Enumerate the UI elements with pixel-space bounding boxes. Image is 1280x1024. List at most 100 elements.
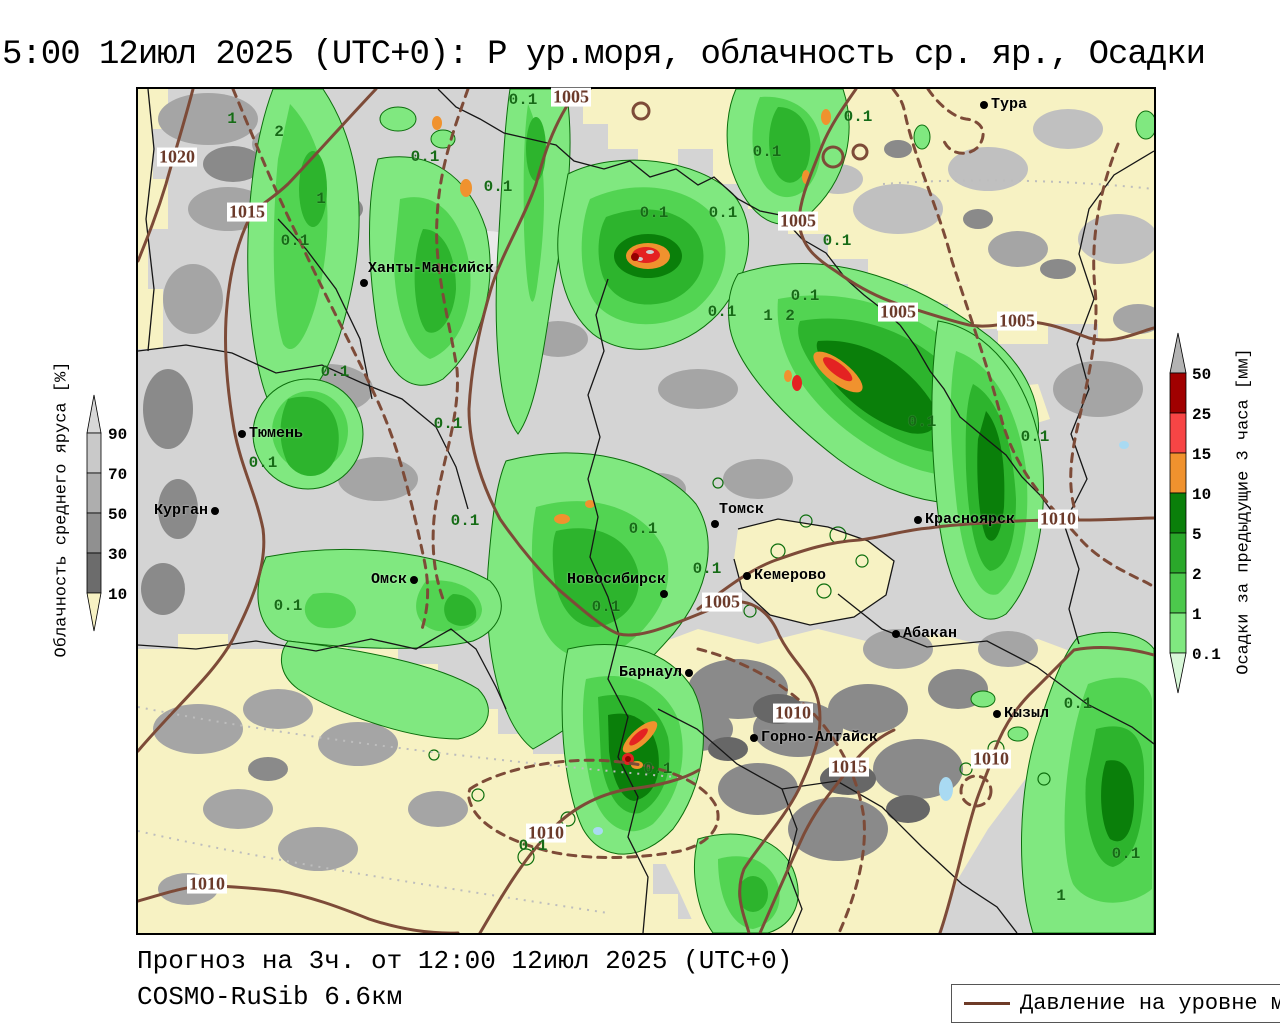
colorbar-tick: 50 bbox=[1192, 366, 1211, 384]
colorbar-bottom-arrow bbox=[86, 592, 102, 632]
city-label-томск: Томск bbox=[719, 501, 765, 518]
colorbar-tick: 15 bbox=[1192, 446, 1211, 464]
colorbar-tick: 0.1 bbox=[1192, 646, 1221, 664]
precip-contour-label: 0.1 bbox=[433, 415, 463, 433]
precip-contour-label: 0.1 bbox=[1063, 695, 1093, 713]
colorbar-tick: 10 bbox=[1192, 486, 1211, 504]
city-label-омск: Омск bbox=[370, 571, 407, 588]
city-label-горно-алтайск: Горно-Алтайск bbox=[761, 729, 879, 746]
city-label-ханты-мансийск: Ханты-Мансийск bbox=[368, 260, 495, 277]
pressure-label: 1010 bbox=[773, 702, 813, 723]
city-label-тюмень: Тюмень bbox=[249, 425, 304, 442]
colorbar-tick: 25 bbox=[1192, 406, 1211, 424]
colorbar-segment bbox=[1169, 492, 1187, 534]
city-dot bbox=[660, 590, 668, 598]
precip-contour-label: 0.1 bbox=[907, 413, 937, 431]
pressure-label: 1005 bbox=[702, 591, 742, 612]
precip-contour-label: 0.1 bbox=[483, 178, 513, 196]
city-dot bbox=[410, 576, 418, 584]
precip-contour-label: 0.1 bbox=[1111, 845, 1141, 863]
cloud-patch-layer bbox=[141, 93, 1154, 905]
cloudiness-colorbar-title: Облачность среднего яруса [%] bbox=[52, 361, 72, 658]
precip-contour-label: 0.1 bbox=[692, 560, 722, 578]
colorbar-segment bbox=[86, 512, 102, 554]
cloudiness-colorbar-scale: 90 70 50 30 10 bbox=[86, 394, 127, 632]
precip-contour-label: 0.1 bbox=[752, 143, 782, 161]
precip-contour-label: 1 bbox=[227, 110, 237, 128]
model-info: COSMO-RuSib 6.6км bbox=[137, 982, 403, 1012]
colorbar-segment bbox=[86, 472, 102, 514]
city-label-тура: Тура bbox=[991, 96, 1028, 113]
city-label-новосибирск: Новосибирск bbox=[566, 571, 666, 588]
precip-contour-label: 0.1 bbox=[518, 837, 548, 855]
pressure-label: 1010 bbox=[187, 873, 227, 894]
city-dot bbox=[211, 507, 219, 515]
precip-contour-label: 0.1 bbox=[822, 232, 852, 250]
precip-contour-label: 0.1 bbox=[708, 204, 738, 222]
pressure-label: 1005 bbox=[778, 210, 818, 231]
colorbar-tick: 5 bbox=[1192, 526, 1202, 544]
map-art bbox=[138, 89, 1154, 933]
lakes-layer bbox=[593, 441, 1129, 835]
colorbar-segment bbox=[1169, 532, 1187, 574]
precip-contour-label: 0.1 bbox=[320, 363, 350, 381]
precip-contour-label: 0.1 bbox=[707, 303, 737, 321]
city-label-абакан: Абакан bbox=[903, 625, 958, 642]
precip-contour-label: 1 bbox=[763, 307, 773, 325]
forecast-info: Прогноз на 3ч. от 12:00 12июл 2025 (UTC+… bbox=[137, 946, 793, 976]
isobar-line-sample bbox=[964, 1002, 1010, 1005]
pressure-label: 1005 bbox=[551, 86, 591, 107]
cloudiness-colorbar: 90 70 50 30 10 bbox=[76, 393, 146, 643]
city-dot bbox=[743, 572, 751, 580]
page-title: 5:00 12июл 2025 (UTC+0): P ур.моря, обла… bbox=[2, 36, 1206, 74]
map-overlay: 1020 1015 1005 1005 1005 1005 1010 1005 1010 1015… bbox=[138, 86, 1154, 933]
precip-contour-label: 2 bbox=[274, 123, 284, 141]
city-label-красноярск: Красноярск bbox=[925, 511, 1016, 528]
pressure-label: 1010 bbox=[971, 748, 1011, 769]
city-dot bbox=[892, 630, 900, 638]
graticule-layer bbox=[138, 179, 1154, 914]
colorbar-top-arrow bbox=[86, 394, 102, 434]
pressure-label: 1015 bbox=[829, 756, 869, 777]
precip-contour-label: 0.1 bbox=[628, 520, 658, 538]
precip-contour-label: 0.1 bbox=[790, 287, 820, 305]
pressure-legend: Давление на уровне моря bbox=[951, 984, 1280, 1023]
colorbar-segment bbox=[1169, 412, 1187, 454]
city-label-кемерово: Кемерово bbox=[754, 567, 827, 584]
city-dot bbox=[685, 669, 693, 677]
precip-contour-label: 0.1 bbox=[639, 204, 669, 222]
precip-contour-label: 0.1 bbox=[280, 232, 310, 250]
city-label-кызыл: Кызыл bbox=[1004, 705, 1050, 722]
colorbar-segment bbox=[1169, 572, 1187, 614]
pressure-label: 1010 bbox=[526, 822, 566, 843]
isobars-layer bbox=[138, 89, 1154, 933]
colorbar-tick: 1 bbox=[1192, 606, 1202, 624]
precipitation-colorbar-scale: 50 25 15 10 5 2 1 0.1 bbox=[1169, 332, 1221, 694]
colorbar-segment bbox=[86, 432, 102, 474]
city-dot bbox=[711, 520, 719, 528]
colorbar-tick: 30 bbox=[108, 546, 127, 564]
forecast-map: 1020 1015 1005 1005 1005 1005 1010 1005 1010 1015… bbox=[136, 87, 1156, 935]
city-dot bbox=[238, 430, 246, 438]
city-dot bbox=[360, 279, 368, 287]
precip-contour-label: 0.1 bbox=[248, 454, 278, 472]
pressure-label: 1010 bbox=[1038, 508, 1078, 529]
precipitation-colorbar: 50 25 15 10 5 2 1 0.1 bbox=[1162, 331, 1242, 704]
colorbar-tick: 50 bbox=[108, 506, 127, 524]
colorbar-segment bbox=[1169, 612, 1187, 654]
pressure-legend-label: Давление на уровне моря bbox=[1020, 991, 1280, 1016]
precip-contour-label: 0.1 bbox=[508, 91, 538, 109]
precipitation-colorbar-title: Осадки за предыдущие 3 часа [мм] bbox=[1234, 348, 1254, 675]
colorbar-segment bbox=[1169, 452, 1187, 494]
city-dot bbox=[993, 710, 1001, 718]
precip-contour-label: 1 bbox=[1056, 887, 1066, 905]
precip-contour-label: 0.1 bbox=[591, 598, 621, 616]
city-label-курган: Курган bbox=[153, 502, 208, 519]
precip-contour-label: 0.1 bbox=[450, 512, 480, 530]
pressure-label: 1015 bbox=[227, 201, 267, 222]
city-dot bbox=[750, 734, 758, 742]
city-dot bbox=[980, 101, 988, 109]
colorbar-tick: 2 bbox=[1192, 566, 1202, 584]
pressure-label: 1020 bbox=[157, 146, 197, 167]
